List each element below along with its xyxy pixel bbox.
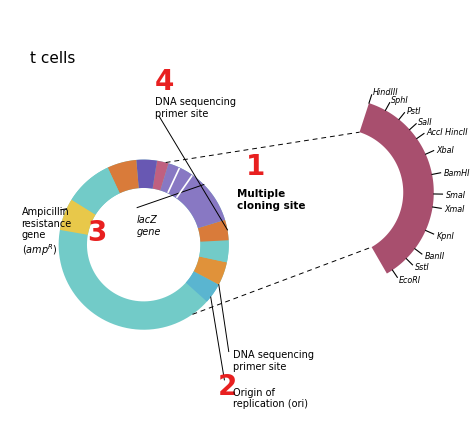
Text: DNA sequencing
primer site: DNA sequencing primer site [233,350,314,371]
Text: BanII: BanII [424,252,445,261]
Text: PstI: PstI [406,106,421,116]
Text: lacZ
gene: lacZ gene [137,215,162,237]
Text: Multiple
cloning site: Multiple cloning site [237,189,306,210]
Text: SmaI: SmaI [446,190,465,199]
Polygon shape [72,168,120,215]
Text: AccI HincII: AccI HincII [427,128,468,137]
Text: 2: 2 [218,373,237,400]
Text: XbaI: XbaI [437,145,454,155]
Polygon shape [360,104,434,274]
Text: SstI: SstI [415,263,429,272]
Text: BamHI: BamHI [444,168,470,177]
Text: SalI: SalI [419,118,433,127]
Polygon shape [153,161,169,191]
Text: 1: 1 [246,153,265,181]
Polygon shape [186,272,219,302]
Text: Origin of
replication (ori): Origin of replication (ori) [233,387,308,408]
Text: DNA sequencing
primer site: DNA sequencing primer site [155,97,236,119]
Text: SphI: SphI [391,96,409,105]
Polygon shape [108,161,139,194]
Polygon shape [198,220,228,242]
Text: 3: 3 [87,218,106,246]
Text: 4: 4 [155,68,174,96]
Polygon shape [194,257,227,285]
Polygon shape [160,164,225,229]
Text: Ampicillin
resistance
gene
($amp^R$): Ampicillin resistance gene ($amp^R$) [21,206,72,258]
Polygon shape [60,200,96,235]
Text: XmaI: XmaI [444,205,465,214]
Text: EcoRI: EcoRI [399,276,421,285]
Text: KpnI: KpnI [437,231,454,240]
Text: HindIII: HindIII [373,88,398,97]
Polygon shape [199,240,229,263]
Text: t cells: t cells [30,50,76,65]
Polygon shape [136,160,157,189]
Polygon shape [59,160,229,330]
